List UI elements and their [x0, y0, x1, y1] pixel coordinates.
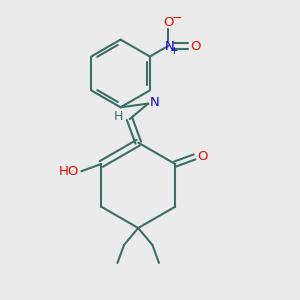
Text: O: O — [163, 16, 173, 29]
Text: N: N — [165, 40, 175, 53]
Text: H: H — [114, 110, 123, 123]
Text: +: + — [170, 46, 179, 56]
Text: −: − — [171, 12, 182, 25]
Text: O: O — [198, 150, 208, 164]
Text: N: N — [150, 96, 160, 109]
Text: O: O — [191, 40, 201, 53]
Text: HO: HO — [59, 165, 79, 178]
